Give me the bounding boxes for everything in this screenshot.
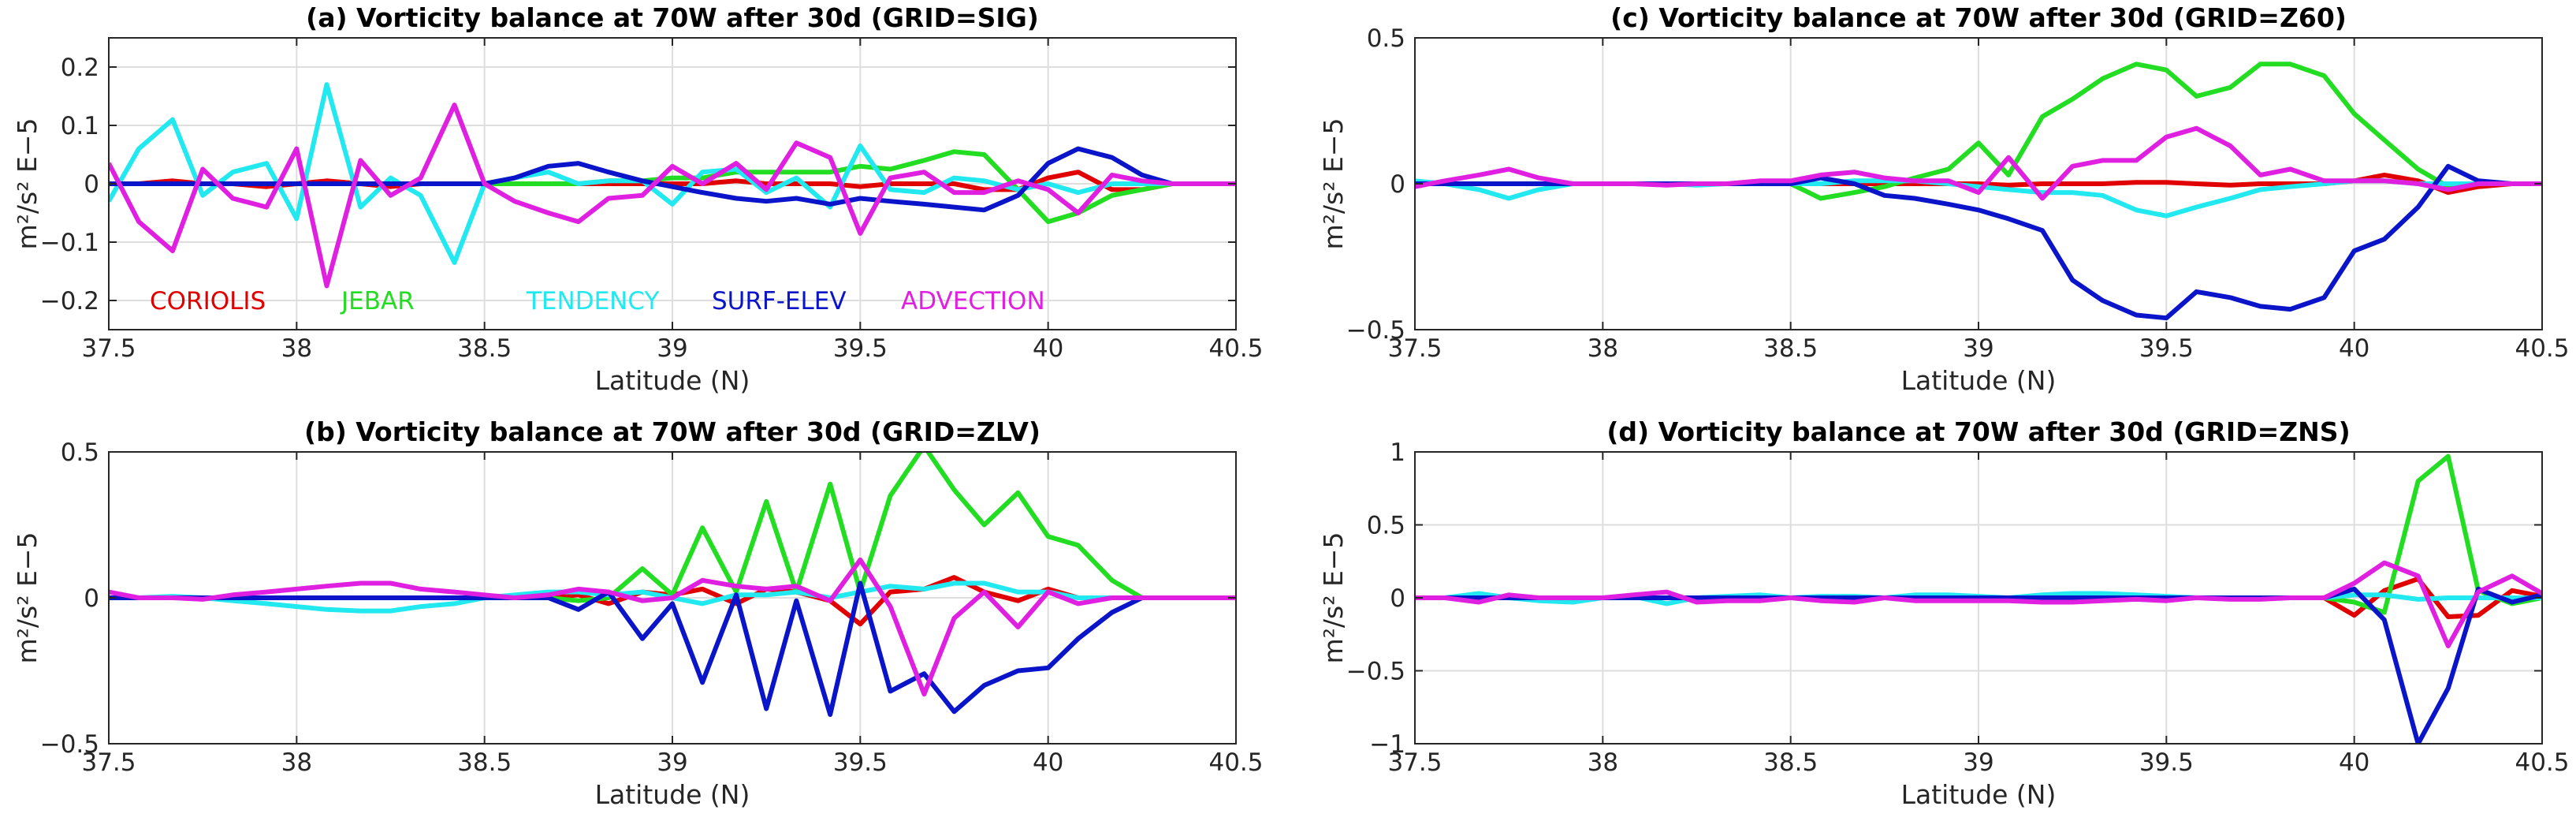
y-tick-label: 0 [84, 584, 99, 613]
x-tick-label: 40 [2339, 334, 2369, 363]
legend-entry-coriolis: CORIOLIS [150, 287, 266, 315]
x-axis-label: Latitude (N) [595, 779, 750, 810]
legend-entry-advection: ADVECTION [901, 287, 1045, 315]
y-tick-label: −0.2 [40, 287, 99, 315]
x-tick-label: 38 [1588, 748, 1618, 777]
x-tick-label: 39.5 [833, 748, 888, 777]
y-tick-label: 0.5 [1367, 24, 1405, 53]
chart-title: (a) Vorticity balance at 70W after 30d (… [306, 2, 1039, 33]
x-tick-label: 37.5 [1387, 334, 1442, 363]
x-tick-label: 39 [1963, 748, 1993, 777]
y-tick-label: −0.5 [1346, 658, 1405, 686]
x-tick-label: 38.5 [1763, 748, 1818, 777]
y-tick-label: −0.5 [1346, 316, 1405, 345]
series-line-surf_elev [109, 146, 1236, 213]
x-tick-label: 37.5 [81, 748, 136, 777]
x-tick-label: 40 [1033, 748, 1063, 777]
x-axis-label: Latitude (N) [1901, 365, 2057, 396]
x-tick-label: 38 [281, 748, 312, 777]
legend-entry-jebar: JEBAR [340, 287, 415, 315]
x-tick-label: 37.5 [81, 334, 136, 363]
y-tick-label: 0 [1390, 584, 1405, 613]
legend-entry-tendency: TENDENCY [526, 287, 659, 315]
x-axis-label: Latitude (N) [595, 365, 750, 396]
chart-title: (d) Vorticity balance at 70W after 30d (… [1606, 416, 2350, 447]
y-tick-label: 0.1 [61, 112, 99, 140]
y-axis-label: m²/s² E−5 [1318, 118, 1349, 250]
x-tick-label: 38.5 [1763, 334, 1818, 363]
x-tick-label: 38 [1588, 334, 1618, 363]
x-tick-label: 39 [1963, 334, 1993, 363]
x-tick-label: 39.5 [833, 334, 888, 363]
x-tick-label: 38.5 [457, 748, 512, 777]
y-tick-label: −0.5 [40, 730, 99, 759]
x-axis-label: Latitude (N) [1901, 779, 2057, 810]
y-tick-label: 0.5 [1367, 512, 1405, 540]
series-line-surf_elev [109, 580, 1236, 717]
series-line-tendency [109, 82, 1236, 265]
y-tick-label: 0 [1390, 170, 1405, 199]
x-tick-label: 40.5 [2515, 334, 2569, 363]
legend-entry-surf_elev: SURF-ELEV [712, 287, 847, 315]
x-tick-label: 39.5 [2139, 748, 2194, 777]
x-tick-label: 38.5 [457, 334, 512, 363]
x-tick-label: 40.5 [2515, 748, 2569, 777]
chart-panel-b: 37.5 38 38.5 39 39.5 40 40.5 −0.5 0 0.5 (b) Vortic… [12, 416, 1264, 810]
y-tick-label: −1 [1369, 730, 1405, 759]
x-tick-label: 39 [657, 748, 687, 777]
series-line-advection [109, 557, 1236, 697]
x-tick-label: 38 [281, 334, 312, 363]
chart-panel-d: 37.5 38 38.5 39 39.5 40 40.5 −1 −0.5 0 0.5 1 (d) Vor… [1318, 416, 2570, 810]
y-axis-label: m²/s² E−5 [12, 532, 43, 664]
chart-title: (b) Vorticity balance at 70W after 30d (… [304, 416, 1040, 447]
x-tick-label: 40.5 [1208, 748, 1263, 777]
x-tick-label: 40.5 [1208, 334, 1263, 363]
y-tick-label: 0.5 [61, 439, 99, 467]
x-tick-label: 40 [2339, 748, 2369, 777]
y-tick-label: 0 [84, 170, 99, 199]
x-tick-label: 40 [1033, 334, 1063, 363]
y-axis-label: m²/s² E−5 [1318, 532, 1349, 664]
x-tick-label: 39.5 [2139, 334, 2194, 363]
y-axis-label: m²/s² E−5 [12, 118, 43, 250]
y-tick-label: 1 [1390, 439, 1405, 467]
y-tick-label: 0.2 [61, 54, 99, 82]
y-tick-label: −0.1 [40, 229, 99, 257]
series-line-advection [1415, 125, 2542, 201]
chart-panel-c: 37.5 38 38.5 39 39.5 40 40.5 −0.5 0 0.5 (c) Vortic… [1318, 2, 2570, 396]
series-line-advection [109, 103, 1236, 289]
series-line-advection [1415, 560, 2542, 648]
chart-panel-a: 37.5 38 38.5 39 39.5 40 40.5 −0.2 −0.1 0 0.1 0.2 (a)… [12, 2, 1264, 396]
x-tick-label: 37.5 [1387, 748, 1442, 777]
x-tick-label: 39 [657, 334, 687, 363]
chart-title: (c) Vorticity balance at 70W after 30d (… [1610, 2, 2347, 33]
